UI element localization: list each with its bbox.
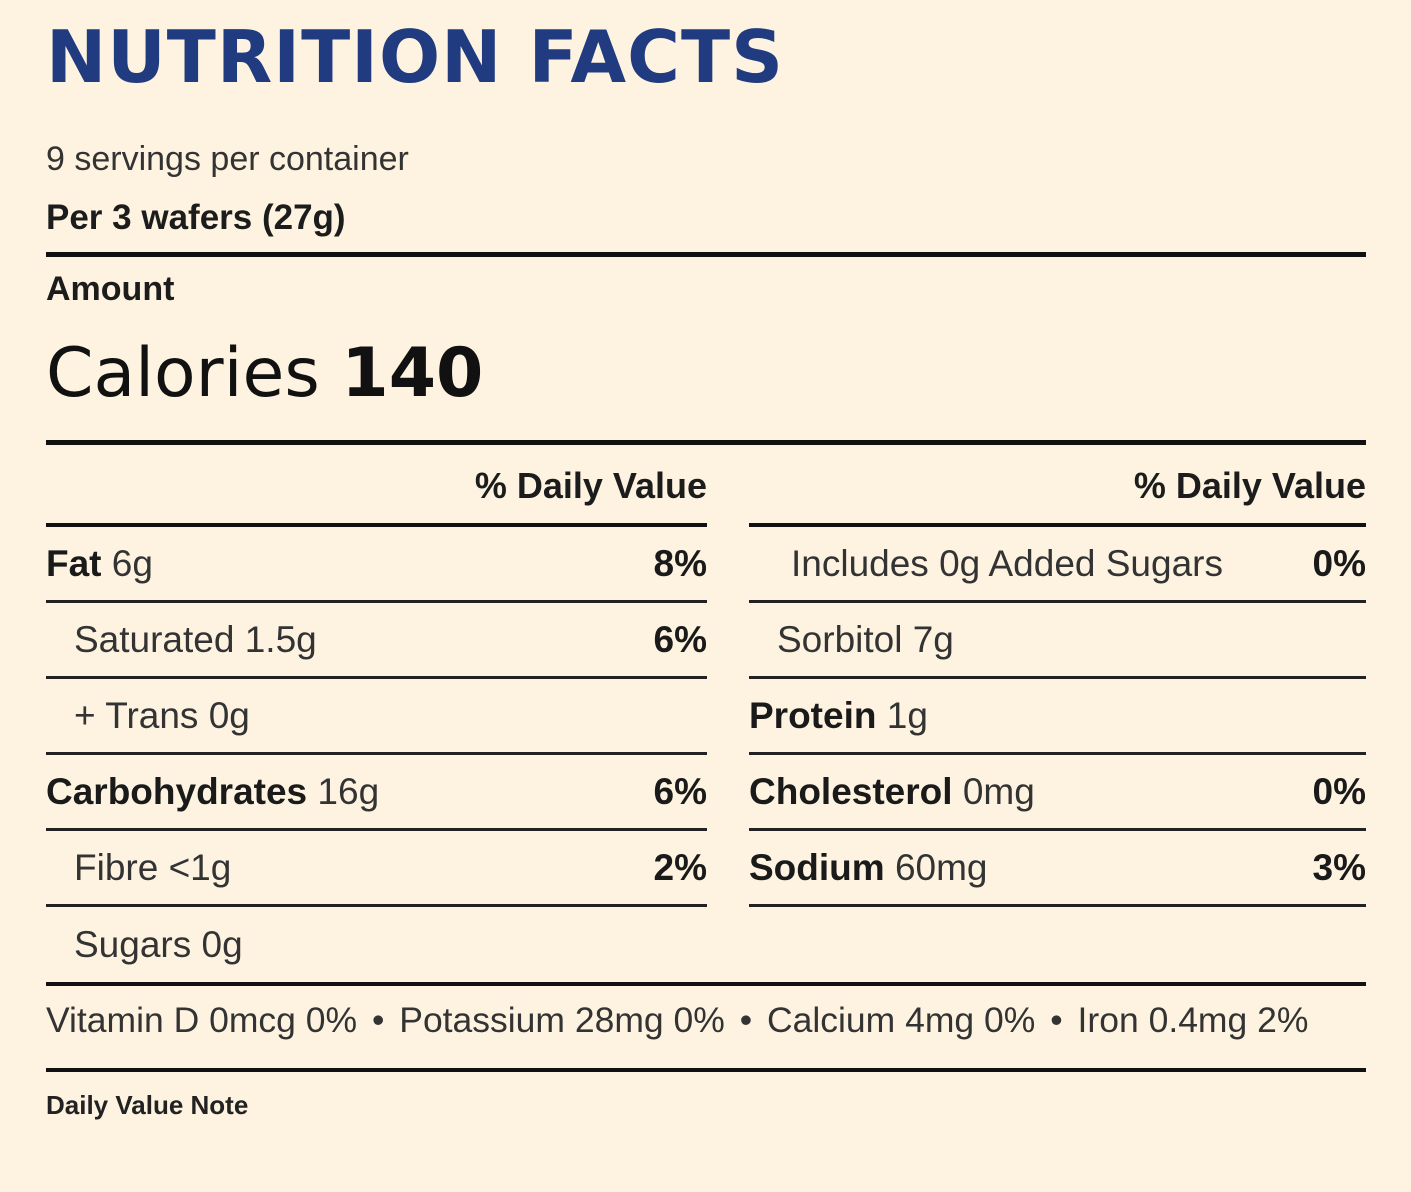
daily-value-header: % Daily Value	[749, 445, 1366, 527]
nutrient-row-sugars: Sugars 0g	[46, 907, 707, 983]
nutrient-amount: Includes 0g Added Sugars	[791, 542, 1223, 584]
calories-line: Calories 140	[46, 334, 483, 413]
nutrient-amount: Fibre <1g	[74, 846, 232, 888]
nutrient-amount: 6g	[111, 542, 153, 584]
nutrient-amount: 16g	[317, 770, 380, 812]
daily-value-note: Daily Value Note	[46, 1090, 249, 1120]
nutrient-row-fibre: Fibre <1g 2%	[46, 831, 707, 907]
separator-dot: •	[371, 1000, 385, 1040]
calories-value: 140	[341, 334, 484, 413]
vitamin-d: Vitamin D 0mcg 0%	[46, 1000, 358, 1040]
nutrient-percent: 0%	[1312, 770, 1366, 812]
vitamins-line: Vitamin D 0mcg 0% • Potassium 28mg 0% • …	[46, 1000, 1376, 1041]
separator-dot: •	[1050, 1000, 1063, 1040]
nutrient-name: Cholesterol	[749, 770, 953, 812]
nutrient-column-right: % Daily Value Includes 0g Added Sugars 0…	[749, 445, 1366, 907]
nutrient-amount: + Trans 0g	[74, 694, 250, 736]
iron: Iron 0.4mg 2%	[1077, 1000, 1309, 1040]
nutrient-row-trans: + Trans 0g	[46, 679, 707, 755]
nutrient-amount: Saturated 1.5g	[74, 618, 317, 660]
nutrient-amount: 0mg	[962, 770, 1035, 812]
calories-label: Calories	[46, 334, 320, 413]
nutrient-percent: 8%	[653, 542, 707, 584]
servings-per-container: 9 servings per container	[46, 140, 409, 178]
nutrient-row-added-sugars: Includes 0g Added Sugars 0%	[749, 527, 1366, 603]
nutrient-name: Carbohydrates	[46, 770, 308, 812]
nutrient-amount: Sorbitol 7g	[777, 618, 954, 660]
serving-size: Per 3 wafers (27g)	[46, 198, 346, 237]
nutrient-amount: 60mg	[894, 846, 988, 888]
calcium: Calcium 4mg 0%	[767, 1000, 1036, 1040]
nutrient-row-fat: Fat 6g 8%	[46, 527, 707, 603]
nutrient-name: Sodium	[749, 846, 885, 888]
nutrient-percent: 3%	[1312, 846, 1366, 888]
nutrient-amount: Sugars 0g	[74, 924, 243, 965]
nutrient-column-left: % Daily Value Fat 6g 8% Saturated 1.5g 6…	[46, 445, 707, 983]
nutrition-facts-title: NUTRITION FACTS	[46, 15, 784, 99]
divider	[46, 1068, 1366, 1072]
nutrient-name: Protein	[749, 694, 877, 736]
nutrient-row-sodium: Sodium 60mg 3%	[749, 831, 1366, 907]
nutrient-percent: 6%	[653, 770, 707, 812]
potassium: Potassium 28mg 0%	[399, 1000, 725, 1040]
nutrient-amount: 1g	[886, 694, 928, 736]
divider	[46, 440, 1366, 445]
nutrient-row-sorbitol: Sorbitol 7g	[749, 603, 1366, 679]
divider	[46, 252, 1366, 257]
divider	[46, 982, 1366, 986]
nutrient-row-protein: Protein 1g	[749, 679, 1366, 755]
amount-label: Amount	[46, 270, 175, 308]
nutrient-percent: 6%	[653, 618, 707, 660]
nutrient-row-saturated: Saturated 1.5g 6%	[46, 603, 707, 679]
daily-value-header: % Daily Value	[46, 445, 707, 527]
nutrient-row-cholesterol: Cholesterol 0mg 0%	[749, 755, 1366, 831]
nutrient-percent: 0%	[1312, 542, 1366, 584]
nutrient-percent: 2%	[653, 846, 707, 888]
nutrient-name: Fat	[46, 542, 102, 584]
separator-dot: •	[739, 1000, 753, 1040]
nutrient-row-carbohydrates: Carbohydrates 16g 6%	[46, 755, 707, 831]
